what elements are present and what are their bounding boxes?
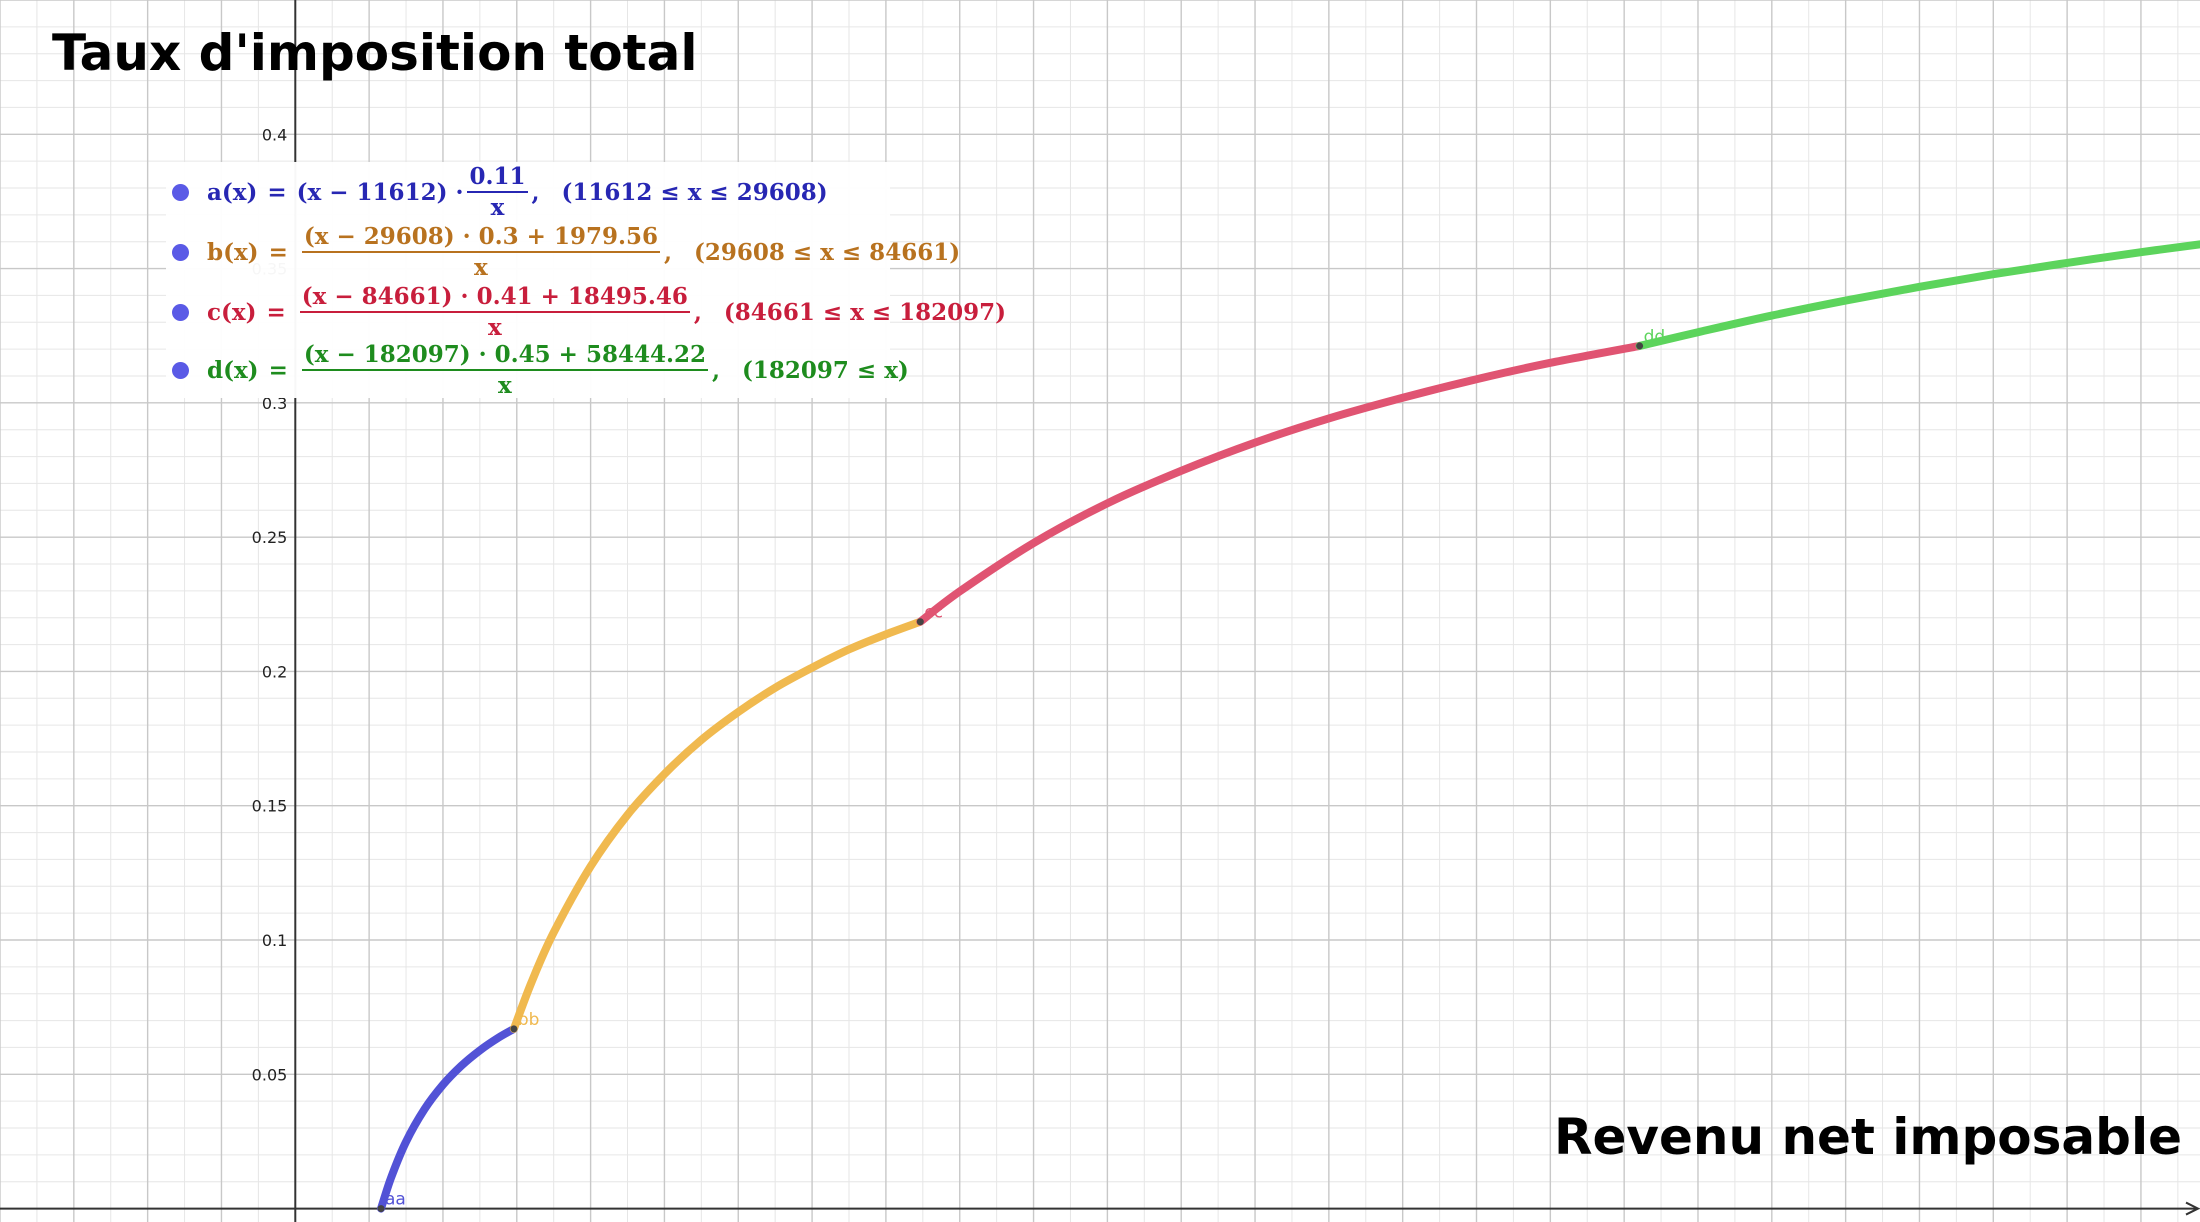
formula-domain: (182097 ≤ x) — [742, 356, 909, 384]
formula-fraction: (x − 29608) · 0.3 + 1979.56 x — [301, 223, 660, 281]
series-line-d — [1635, 240, 2200, 350]
formula-lhs: a(x) — [207, 178, 258, 206]
y-tick-label: 0.05 — [252, 1065, 288, 1084]
series-line-c — [916, 341, 1644, 626]
formula-lhs: b(x) — [207, 238, 259, 266]
breakpoints: aa bb cc dd — [377, 327, 1666, 1213]
breakpoint-b — [510, 1025, 518, 1033]
y-tick-label: 0.1 — [262, 931, 287, 950]
point-label-c: cc — [924, 603, 943, 623]
legend: a(x) = (x − 11612) · 0.11 x , (11612 ≤ x… — [166, 162, 1006, 398]
series-line-a — [377, 1024, 518, 1213]
point-label-a: aa — [385, 1190, 406, 1210]
y-tick-label: 0.15 — [252, 797, 288, 816]
breakpoint-a — [377, 1205, 385, 1213]
comma: , — [711, 356, 720, 384]
legend-item-d: d(x) = (x − 182097) · 0.45 + 58444.22 x … — [166, 341, 909, 399]
equals-sign: = — [266, 298, 286, 326]
y-tick-label: 0.25 — [252, 528, 288, 547]
fraction-denominator: x — [474, 254, 488, 281]
point-label-d: dd — [1644, 327, 1666, 347]
formula-lhs: c(x) — [207, 298, 257, 326]
x-axis-arrow-icon — [2185, 1201, 2200, 1216]
formula-expression: (x − 11612) · — [296, 178, 464, 206]
fraction-denominator: x — [498, 372, 512, 399]
legend-dot-icon[interactable] — [172, 183, 189, 201]
breakpoint-d — [1636, 342, 1644, 350]
legend-item-c: c(x) = (x − 84661) · 0.41 + 18495.46 x ,… — [166, 283, 1007, 341]
formula-fraction: (x − 182097) · 0.45 + 58444.22 x — [301, 341, 708, 399]
y-tick-label: 0.2 — [262, 662, 287, 681]
legend-dot-icon[interactable] — [172, 361, 189, 379]
formula-fraction: (x − 84661) · 0.41 + 18495.46 x — [299, 283, 690, 341]
y-tick-label: 0.3 — [262, 394, 287, 413]
formula-fraction: 0.11 x — [467, 163, 528, 221]
breakpoint-c — [916, 618, 924, 626]
series-line-b — [509, 617, 925, 1033]
fraction-numerator: 0.11 — [467, 163, 528, 193]
formula-domain: (84661 ≤ x ≤ 182097) — [723, 298, 1007, 326]
y-tick-label: 0.4 — [262, 125, 287, 144]
fraction-numerator: (x − 29608) · 0.3 + 1979.56 — [301, 223, 660, 253]
chart-title: Taux d'imposition total — [52, 24, 698, 82]
legend-item-a: a(x) = (x − 11612) · 0.11 x , (11612 ≤ x… — [166, 163, 828, 221]
fraction-numerator: (x − 182097) · 0.45 + 58444.22 — [301, 341, 708, 371]
formula-domain: (29608 ≤ x ≤ 84661) — [694, 238, 961, 266]
equals-sign: = — [267, 178, 287, 206]
comma: , — [531, 178, 540, 206]
comma: , — [693, 298, 702, 326]
legend-dot-icon[interactable] — [172, 243, 189, 261]
legend-item-b: b(x) = (x − 29608) · 0.3 + 1979.56 x , (… — [166, 223, 961, 281]
fraction-denominator: x — [490, 194, 505, 221]
legend-dot-icon[interactable] — [172, 303, 189, 321]
point-label-b: bb — [518, 1010, 540, 1030]
equals-sign: = — [268, 238, 288, 266]
formula-lhs: d(x) — [207, 356, 259, 384]
equals-sign: = — [268, 356, 288, 384]
fraction-denominator: x — [487, 314, 502, 341]
fraction-numerator: (x − 84661) · 0.41 + 18495.46 — [299, 283, 690, 313]
curves — [377, 240, 2200, 1213]
x-axis-label: Revenu net imposable — [1553, 1108, 2182, 1166]
formula-domain: (11612 ≤ x ≤ 29608) — [561, 178, 828, 206]
comma: , — [663, 238, 672, 266]
